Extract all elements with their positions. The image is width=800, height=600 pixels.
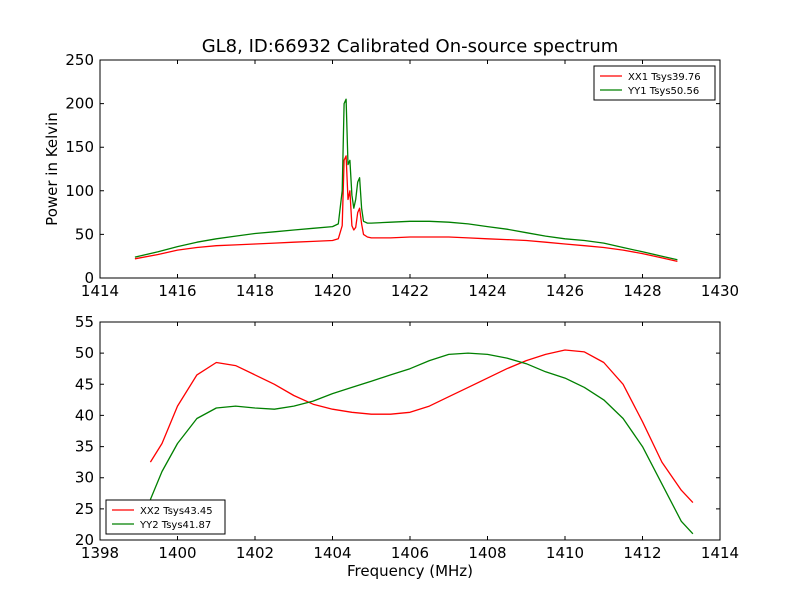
bottom-y-tick-label: 55 — [75, 313, 94, 331]
top-x-tick-label: 1430 — [701, 282, 739, 300]
bottom-x-tick-label: 1412 — [623, 544, 661, 562]
top-series-line-1 — [134, 155, 678, 263]
bottom-y-tick-label: 30 — [75, 469, 94, 487]
top-y-tick-label: 150 — [65, 138, 94, 156]
top-legend-label-1: XX1 Tsys39.76 — [628, 72, 701, 83]
top-y-tick-label: 50 — [75, 225, 94, 243]
bottom-x-tick-label: 1414 — [701, 544, 739, 562]
top-x-tick-label: 1416 — [158, 282, 196, 300]
top-y-axis-label: Power in Kelvin — [43, 112, 61, 226]
top-legend: XX1 Tsys39.76 YY1 Tsys50.56 — [593, 65, 716, 101]
bottom-y-tick-label: 40 — [75, 406, 94, 424]
top-y-tick-label: 200 — [65, 95, 94, 113]
bottom-x-tick-label: 1408 — [468, 544, 506, 562]
top-x-tick-label: 1426 — [546, 282, 584, 300]
bottom-series-line-1 — [149, 349, 694, 504]
top-x-tick-label: 1420 — [313, 282, 351, 300]
top-x-tick-label: 1424 — [468, 282, 506, 300]
bottom-y-tick-label: 45 — [75, 375, 94, 393]
bottom-x-tick-label: 1398 — [81, 544, 119, 562]
bottom-y-tick-label: 50 — [75, 344, 94, 362]
top-x-tick-label: 1428 — [623, 282, 661, 300]
bottom-x-tick-label: 1410 — [546, 544, 584, 562]
top-y-tick-label: 250 — [65, 51, 94, 69]
top-chart-title: GL8, ID:66932 Calibrated On-source spect… — [202, 36, 619, 57]
top-legend-box — [593, 65, 716, 101]
bottom-x-tick-label: 1400 — [158, 544, 196, 562]
top-y-tick-label: 100 — [65, 182, 94, 200]
bottom-x-tick-label: 1402 — [236, 544, 274, 562]
bottom-legend-label-1: XX2 Tsys43.45 — [140, 506, 213, 517]
bottom-x-tick-label: 1406 — [391, 544, 429, 562]
top-legend-label-2: YY1 Tsys50.56 — [627, 86, 699, 97]
top-x-tick-label: 1418 — [236, 282, 274, 300]
top-plot-area: 1414 1416 1418 1420 1422 1424 1426 1428 1430 0 50 1… — [65, 51, 739, 300]
bottom-legend-box — [105, 499, 226, 535]
bottom-y-tick-label: 20 — [75, 531, 94, 549]
bottom-y-tick-label: 25 — [75, 500, 94, 518]
bottom-plot-area: 1398 1400 1402 1404 1406 1408 1410 1412 1414 20 25… — [75, 313, 739, 562]
bottom-x-axis-label: Frequency (MHz) — [347, 562, 473, 580]
bottom-x-tick-label: 1404 — [313, 544, 351, 562]
bottom-legend-label-2: YY2 Tsys41.87 — [139, 520, 211, 531]
top-x-tick-label: 1422 — [391, 282, 429, 300]
bottom-y-tick-label: 35 — [75, 438, 94, 456]
bottom-series-line-2 — [149, 352, 694, 535]
top-y-tick-label: 0 — [84, 269, 94, 287]
top-series-line-2 — [134, 98, 678, 261]
bottom-legend: XX2 Tsys43.45 YY2 Tsys41.87 — [105, 499, 226, 535]
top-x-tick-label: 1414 — [81, 282, 119, 300]
